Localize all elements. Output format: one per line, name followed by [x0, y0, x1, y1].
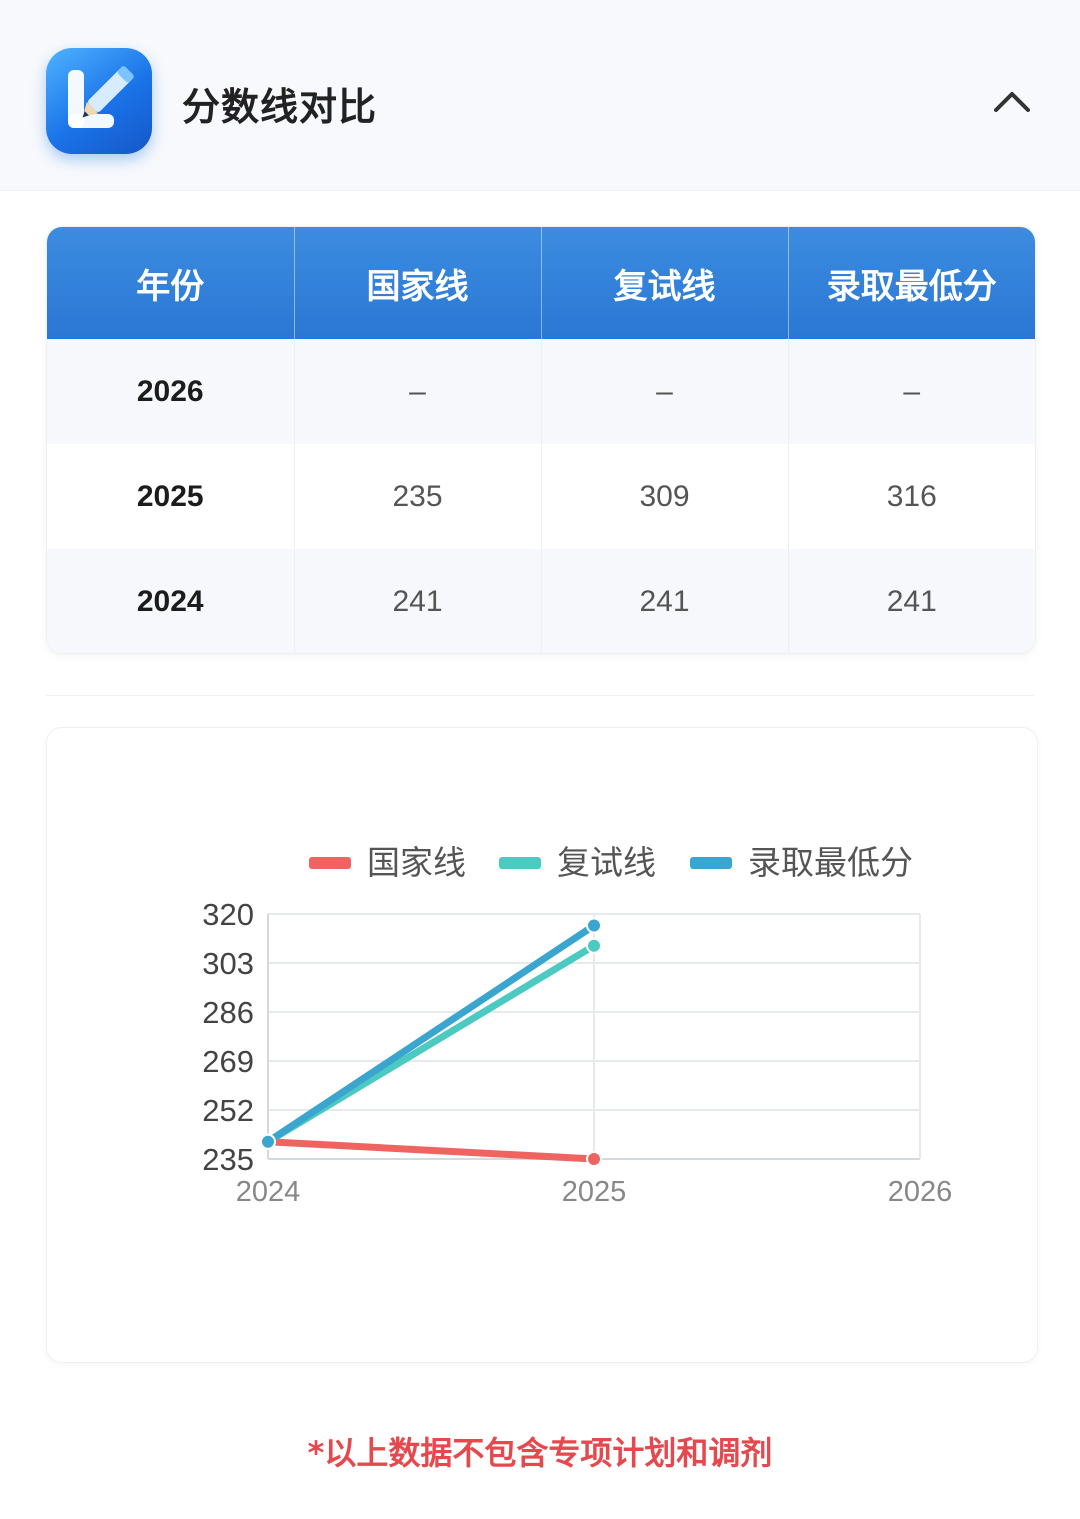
table-cell: 316: [886, 479, 937, 513]
score-table: 年份 国家线 复试线 录取最低分 2026 – – – 2025 235 309…: [46, 226, 1036, 654]
data-point: [586, 937, 602, 954]
table-cell: 309: [541, 444, 789, 549]
series-line: [264, 922, 598, 1146]
pencil-edit-icon: [46, 48, 152, 154]
line-chart: 235 252 269 286 303 320 2024 2025 2026 国家线 复试线 录取最低…: [202, 843, 953, 1208]
table-row: 2026 – – –: [47, 339, 1035, 444]
legend-label: 复试线: [557, 843, 656, 882]
series-line: [264, 1138, 598, 1163]
y-tick-label: 235: [202, 1142, 254, 1177]
table-cell: 235: [294, 444, 542, 549]
data-point: [586, 1151, 602, 1167]
footnote: *以上数据不包含专项计划和调剂: [307, 1434, 773, 1472]
table-cell: 241: [294, 549, 542, 653]
chevron-up-icon: [994, 92, 1030, 112]
table-cell: –: [541, 339, 789, 444]
y-tick-label: 252: [202, 1093, 254, 1128]
table-header-row: 年份 国家线 复试线 录取最低分: [47, 227, 1035, 339]
line-chart-card: 235 252 269 286 303 320 2024 2025 2026 国家线 复试线 录取最低…: [46, 727, 1038, 1363]
table-cell: 2026: [47, 339, 295, 444]
column-header-min-admission: 录取最低分: [826, 266, 997, 307]
data-point: [586, 917, 602, 934]
x-tick-label: 2024: [236, 1176, 301, 1208]
table-cell: 241: [886, 584, 937, 618]
legend-swatch: [309, 857, 351, 869]
table-row: 2024 241 241 241: [47, 549, 1035, 653]
table-cell: 2025: [47, 444, 295, 549]
column-header-retest-line: 复试线: [541, 227, 789, 339]
y-tick-label: 303: [202, 946, 254, 981]
legend-label: 录取最低分: [748, 843, 913, 882]
y-tick-label: 269: [202, 1044, 254, 1079]
section-divider: [46, 695, 1034, 696]
legend-label: 国家线: [367, 843, 466, 882]
y-tick-label: 320: [202, 897, 254, 932]
table-cell: 241: [541, 549, 789, 653]
section-header[interactable]: 分数线对比: [0, 0, 1080, 191]
collapse-button[interactable]: [986, 78, 1038, 126]
column-header-national-line: 国家线: [294, 227, 542, 339]
table-cell: 2024: [47, 549, 295, 653]
table-row: 2025 235 309 316: [47, 444, 1035, 549]
table-cell: –: [903, 374, 921, 408]
y-tick-label: 286: [202, 995, 254, 1030]
legend-swatch: [690, 857, 732, 869]
x-tick-label: 2025: [562, 1176, 627, 1208]
x-tick-label: 2026: [888, 1176, 953, 1208]
page-title: 分数线对比: [182, 85, 378, 129]
column-header-year: 年份: [47, 227, 295, 339]
table-cell: –: [294, 339, 542, 444]
data-point: [260, 1133, 276, 1150]
legend-swatch: [499, 857, 541, 869]
